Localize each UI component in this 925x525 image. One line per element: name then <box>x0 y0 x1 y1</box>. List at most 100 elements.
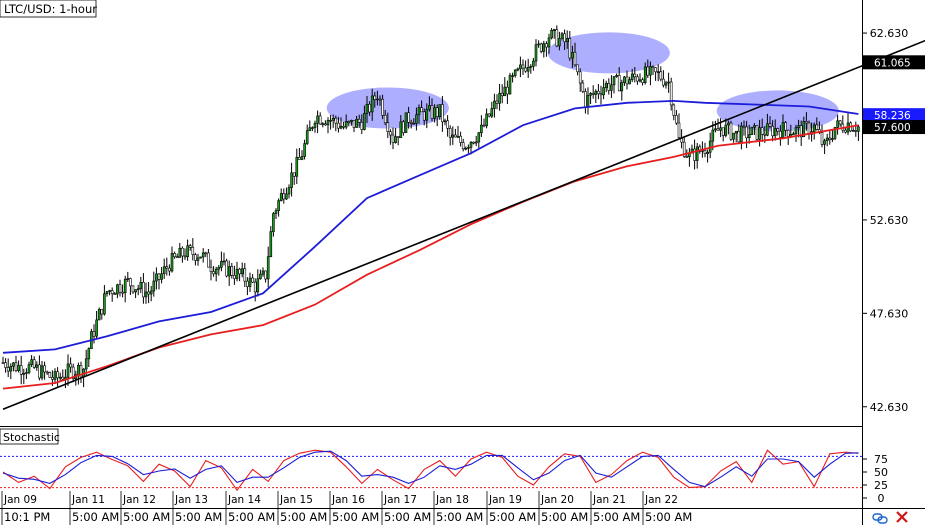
time-label: 5:00 AM <box>541 510 588 524</box>
candle <box>753 123 756 135</box>
candle <box>490 101 494 119</box>
candle-body <box>464 147 468 150</box>
price-marker-box <box>863 120 925 135</box>
candle <box>854 121 858 137</box>
time-label: 5:00 AM <box>489 510 536 524</box>
date-label: Jan 19 <box>488 494 522 506</box>
candle-body <box>758 127 761 140</box>
candle <box>745 120 748 148</box>
price-marker-box <box>863 55 925 70</box>
candle-body <box>157 273 161 280</box>
candle <box>233 265 236 285</box>
candle-body <box>529 65 533 68</box>
candle <box>396 136 400 146</box>
candle-body <box>451 134 455 138</box>
time-label: 5:00 AM <box>280 510 327 524</box>
candle <box>755 125 759 142</box>
candle <box>279 188 283 202</box>
candle-body <box>768 123 772 127</box>
candle-body <box>511 75 514 77</box>
candle <box>256 269 260 297</box>
candle <box>482 118 486 128</box>
candle <box>116 283 119 299</box>
date-label: Jan 21 <box>592 494 626 506</box>
candle-body <box>290 172 293 188</box>
candle <box>285 187 288 201</box>
candle-body <box>360 121 364 130</box>
candle <box>672 103 676 121</box>
candle-body <box>173 253 176 258</box>
candle <box>339 117 343 130</box>
candle-body <box>500 92 504 97</box>
candle <box>269 226 273 258</box>
candle <box>264 270 267 283</box>
candle-body <box>677 122 681 139</box>
candle <box>638 73 642 83</box>
candle <box>545 41 548 57</box>
candle-body <box>22 373 26 375</box>
candle <box>625 70 629 90</box>
candle <box>139 276 143 294</box>
candle <box>103 285 106 316</box>
time-label: 5:00 AM <box>332 510 379 524</box>
candle-body <box>409 122 413 124</box>
annotation-layer <box>326 32 839 132</box>
candle <box>402 119 405 136</box>
candle <box>542 40 546 58</box>
candle-body <box>654 67 657 73</box>
candle-body <box>246 280 249 287</box>
candle-body <box>589 93 592 96</box>
candle-body <box>48 372 52 378</box>
candle-body <box>305 130 309 144</box>
candle <box>721 127 725 142</box>
candle <box>290 162 293 197</box>
candle <box>165 257 169 276</box>
candle-body <box>277 200 280 211</box>
candle <box>797 119 800 138</box>
candle-body <box>313 122 317 128</box>
candle-body <box>706 151 709 154</box>
candle-body <box>524 67 527 72</box>
candle <box>134 289 137 299</box>
candle <box>407 106 410 129</box>
link-icon[interactable] <box>872 513 888 524</box>
candle-body <box>656 71 660 74</box>
candle <box>105 291 109 297</box>
chart-title: LTC/USD: 1-hour <box>4 2 97 16</box>
candle-body <box>214 268 218 275</box>
candle-body <box>560 33 564 39</box>
candle <box>654 67 657 81</box>
candle-body <box>714 128 717 131</box>
candle <box>428 96 431 112</box>
candle <box>214 266 218 282</box>
candle-body <box>168 267 171 272</box>
candle-body <box>797 125 800 128</box>
candle-body <box>820 132 824 145</box>
candle <box>344 114 348 130</box>
close-icon[interactable] <box>896 511 908 523</box>
candle-body <box>513 69 517 76</box>
candle-body <box>625 76 629 85</box>
candle-body <box>227 266 231 277</box>
time-label: 5:00 AM <box>645 510 692 524</box>
candle-body <box>264 270 267 280</box>
candle <box>84 349 88 376</box>
candle-body <box>412 123 416 125</box>
candle <box>204 251 208 258</box>
candle-body <box>30 359 33 365</box>
candle <box>617 67 621 92</box>
candle <box>225 258 228 278</box>
candle <box>316 110 319 133</box>
date-label: Jan 12 <box>122 494 156 506</box>
candle-body <box>274 210 278 214</box>
time-label: 5:00 AM <box>593 510 640 524</box>
candle-body <box>851 130 855 132</box>
candle <box>737 124 741 145</box>
candle <box>472 141 475 145</box>
candle-body <box>77 365 80 376</box>
candle-body <box>92 331 96 337</box>
candle <box>630 68 634 83</box>
candle <box>474 135 478 147</box>
candle-body <box>331 117 335 121</box>
candle-body <box>584 91 587 108</box>
